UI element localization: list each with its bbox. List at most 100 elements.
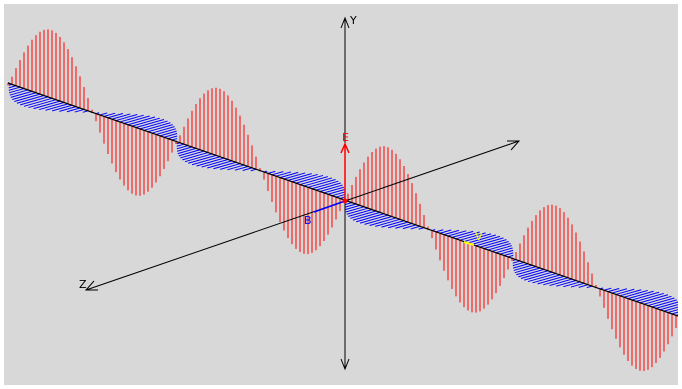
b-field-vector bbox=[513, 264, 533, 271]
b-field-vector bbox=[315, 182, 341, 191]
b-field-vector bbox=[147, 124, 173, 133]
b-field-vector bbox=[8, 86, 21, 91]
b-field-vector bbox=[603, 287, 612, 291]
b-field-vector bbox=[381, 220, 405, 228]
b-field-vector bbox=[639, 294, 669, 304]
velocity-label: V bbox=[475, 230, 483, 243]
z-axis-arrow bbox=[84, 280, 98, 291]
b-field-vector bbox=[345, 206, 365, 213]
b-field-vector bbox=[111, 113, 131, 120]
b-field-vector bbox=[495, 247, 513, 254]
b-field-vector bbox=[447, 230, 467, 237]
b-field-vector bbox=[155, 128, 176, 135]
b-field-vector bbox=[364, 216, 393, 225]
em-wave-canvas[interactable]: Y Z E B V bbox=[4, 4, 678, 385]
em-wave-diagram: Y Z E B V bbox=[7, 14, 678, 371]
b-field-vector bbox=[275, 171, 292, 177]
b-field-vector bbox=[52, 104, 73, 112]
b-field-vector bbox=[615, 288, 635, 295]
z-axis-line bbox=[85, 200, 346, 291]
b-field-vector bbox=[12, 92, 37, 100]
e-field-vectors bbox=[7, 29, 677, 371]
e-vector-arrow bbox=[340, 142, 350, 154]
b-field-vector bbox=[570, 282, 585, 288]
b-field-vector bbox=[499, 249, 514, 255]
b-field-vector bbox=[287, 173, 312, 181]
b-field-vector bbox=[213, 161, 237, 170]
b-field-vector bbox=[659, 304, 678, 311]
b-field-vector bbox=[323, 186, 344, 194]
b-field-vector bbox=[537, 275, 565, 285]
b-field-vector bbox=[178, 149, 201, 157]
b-field-vector bbox=[127, 116, 156, 126]
b-field-vector bbox=[369, 217, 397, 226]
b-field-vector bbox=[8, 88, 25, 94]
b-field-vector bbox=[28, 99, 57, 109]
b-field-vector bbox=[475, 237, 504, 247]
b-field-vector bbox=[151, 126, 175, 134]
x-axis-line bbox=[344, 140, 520, 202]
b-field-vector bbox=[16, 95, 45, 104]
b-field-vector bbox=[532, 274, 561, 284]
b-field-vector bbox=[196, 157, 225, 167]
b-field-vector bbox=[402, 224, 417, 230]
b-field-vector bbox=[335, 193, 346, 198]
b-vector-line bbox=[313, 200, 346, 213]
b-field-vector bbox=[10, 90, 33, 98]
b-field-vector bbox=[655, 301, 678, 309]
b-field-vector bbox=[487, 243, 511, 251]
b-field-vector bbox=[352, 211, 381, 221]
b-field-vector bbox=[66, 107, 81, 113]
b-field-vector bbox=[491, 245, 512, 252]
b-field-vector bbox=[514, 266, 537, 274]
b-field-vector bbox=[607, 287, 620, 293]
b-field-vector bbox=[631, 291, 660, 301]
b-field-vector bbox=[671, 311, 678, 315]
b-field-vector bbox=[327, 189, 345, 195]
b-field-vector bbox=[33, 100, 61, 110]
z-axis-label: Z bbox=[79, 278, 87, 291]
b-field-vector bbox=[643, 295, 672, 305]
b-field-vector bbox=[627, 290, 654, 300]
b-field-vector bbox=[115, 114, 138, 122]
b-field-vector bbox=[119, 114, 144, 123]
b-field-vector bbox=[356, 213, 385, 223]
b-vector-label: B bbox=[304, 214, 312, 227]
b-field-vector bbox=[234, 165, 249, 171]
b-field-vector bbox=[451, 230, 474, 238]
b-field-vector bbox=[346, 207, 369, 215]
b-field-vector bbox=[103, 112, 116, 117]
b-field-vector bbox=[191, 156, 221, 166]
b-field-vector bbox=[455, 231, 480, 240]
b-field-vector bbox=[410, 225, 421, 230]
y-axis-arrow-bottom bbox=[340, 358, 350, 371]
b-field-vector bbox=[359, 214, 389, 224]
origin-dot bbox=[342, 198, 348, 204]
b-field-vector bbox=[299, 176, 328, 186]
b-field-vector bbox=[563, 281, 581, 288]
b-field-vector bbox=[176, 145, 189, 150]
b-field-vector bbox=[135, 119, 165, 128]
b-field-vector bbox=[479, 239, 507, 248]
b-field-vector bbox=[516, 267, 541, 276]
y-axis-arrow-top bbox=[340, 16, 350, 29]
b-field-vector bbox=[549, 278, 573, 287]
b-field-vector bbox=[611, 288, 628, 294]
b-field-vector bbox=[667, 309, 678, 314]
b-field-vector bbox=[131, 117, 160, 127]
b-field-vector bbox=[201, 159, 229, 168]
b-field-vector bbox=[143, 122, 171, 131]
b-field-vector bbox=[619, 289, 642, 297]
b-field-vector bbox=[518, 268, 545, 278]
b-field-vector bbox=[159, 130, 177, 137]
b-field-vectors bbox=[7, 82, 678, 316]
b-field-vector bbox=[512, 263, 529, 269]
b-field-vector bbox=[167, 135, 178, 140]
b-field-vector bbox=[520, 270, 549, 279]
b-field-vector bbox=[23, 97, 53, 107]
b-field-vector bbox=[188, 154, 217, 164]
b-field-vector bbox=[556, 280, 577, 287]
b-field-vector bbox=[207, 160, 233, 169]
b-field-vector bbox=[543, 277, 569, 286]
b-field-vector bbox=[459, 232, 486, 241]
